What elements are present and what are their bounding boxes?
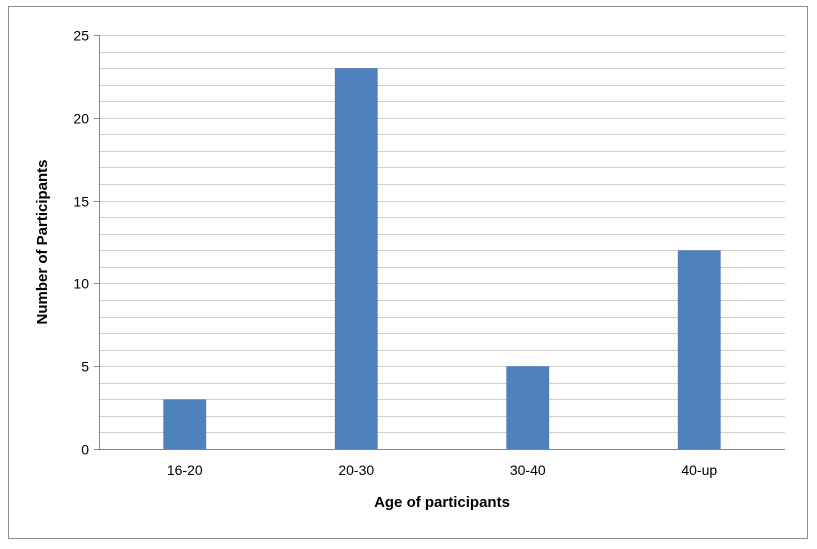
axes xyxy=(94,35,785,450)
x-tick-label: 20-30 xyxy=(338,462,374,478)
x-tick-label: 40-up xyxy=(681,462,717,478)
y-tick-label: 25 xyxy=(73,28,89,44)
y-tick-labels: 0 5 10 15 20 25 xyxy=(73,28,89,458)
x-axis-title: Age of participants xyxy=(374,494,510,511)
y-axis-title: Number of Participants xyxy=(34,159,51,324)
gridlines xyxy=(99,35,785,433)
y-tick-label: 20 xyxy=(73,111,89,127)
bar-40-up xyxy=(677,250,721,449)
x-tick-labels: 16-20 20-30 30-40 40-up xyxy=(167,462,718,478)
x-tick-label: 16-20 xyxy=(167,462,203,478)
chart-frame: 0 5 10 15 20 25 16-20 20-30 30-40 40-up Age of p… xyxy=(8,6,808,539)
y-tick-label: 0 xyxy=(81,442,89,458)
bar-30-40 xyxy=(506,366,550,449)
y-tick-label: 15 xyxy=(73,194,89,210)
y-tick-label: 10 xyxy=(73,276,89,292)
x-tick-label: 30-40 xyxy=(510,462,546,478)
bar-20-30 xyxy=(334,68,378,449)
bar-16-20 xyxy=(163,399,207,449)
bar-chart: 0 5 10 15 20 25 16-20 20-30 30-40 40-up Age of p… xyxy=(34,28,785,511)
y-tick-label: 5 xyxy=(81,359,89,375)
bars xyxy=(163,68,721,449)
